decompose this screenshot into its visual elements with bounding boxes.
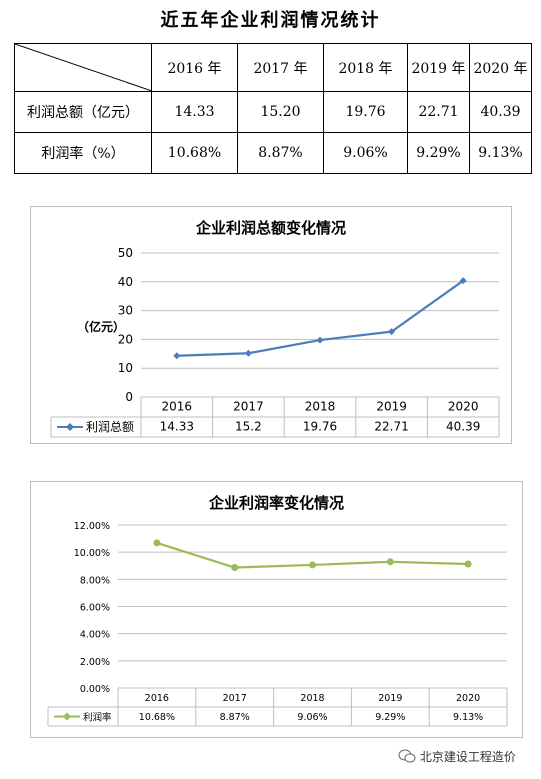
x-category-label: 2020 [456,693,480,704]
y-tick-label: 40 [118,275,133,289]
x-category-label: 2018 [305,400,336,414]
chart-title: 企业利润率变化情况 [208,494,344,512]
chart-title: 企业利润总额变化情况 [195,219,346,237]
data-point [388,328,396,336]
x-category-label: 2020 [448,400,479,414]
table-cell: 9.06% [323,132,408,174]
data-point [153,539,161,547]
year-header: 2020 年 [469,43,532,92]
table-cell: 14.33 [151,91,238,133]
y-tick-label: 8.00% [80,575,110,586]
x-category-label: 2019 [376,400,407,414]
y-tick-label: 4.00% [80,630,110,641]
row-label: 利润总额（亿元） [14,91,152,133]
y-tick-label: 30 [118,304,133,318]
data-value-label: 22.71 [374,420,408,434]
data-value-label: 9.29% [375,712,405,723]
table-row: 利润总额（亿元） 14.33 15.20 19.76 22.71 40.39 [14,91,532,133]
data-point [316,336,324,344]
data-point [464,560,472,568]
data-value-label: 14.33 [160,420,194,434]
year-header: 2018 年 [323,43,408,92]
table-cell: 40.39 [469,91,532,133]
table-cell: 10.68% [151,132,238,174]
x-category-label: 2017 [233,400,264,414]
x-category-label: 2018 [300,693,324,704]
data-value-label: 15.2 [235,420,262,434]
data-point [309,561,316,569]
data-value-label: 19.76 [303,420,337,434]
y-tick-label: 50 [118,246,133,260]
watermark: 北京建设工程造价 [398,748,516,765]
table-cell: 9.13% [469,132,532,174]
x-category-label: 2019 [378,693,402,704]
y-tick-label: 6.00% [80,603,110,614]
data-value-label: 40.39 [446,420,480,434]
data-point [386,558,394,566]
year-header: 2019 年 [407,43,470,92]
data-point [173,352,181,360]
stats-table: 2016 年 2017 年 2018 年 2019 年 2020 年 利润总额（… [14,43,532,174]
data-value-label: 8.87% [220,712,250,723]
table-cell: 15.20 [237,91,324,133]
data-value-label: 9.13% [453,712,483,723]
diagonal-header-cell [14,43,152,92]
y-tick-label: 12.00% [74,521,110,532]
table-row: 利润率（%） 10.68% 8.87% 9.06% 9.29% 9.13% [14,132,532,174]
profit-total-chart: 企业利润总额变化情况 0 10 20 30 40 50 （亿元） 2016 14.33 2017 1… [30,206,512,444]
table-header-row: 2016 年 2017 年 2018 年 2019 年 2020 年 [14,43,532,92]
legend-label: 利润总额 [86,420,134,434]
x-category-label: 2016 [162,400,193,414]
legend-marker [63,712,71,721]
profit-rate-chart: 企业利润率变化情况 0.00% 2.00% 4.00% 6.00% 8.00% 10.00… [30,481,523,738]
data-point [244,349,252,357]
y-tick-label: 0 [125,390,133,404]
x-category-label: 2017 [223,693,247,704]
watermark-text: 北京建设工程造价 [419,750,516,764]
data-value-label: 10.68% [139,712,175,723]
y-axis-label: （亿元） [77,319,125,334]
y-tick-label: 0.00% [80,684,110,695]
year-header: 2017 年 [237,43,324,92]
table-cell: 22.71 [407,91,470,133]
y-tick-label: 10 [118,361,133,375]
y-tick-label: 10.00% [74,548,110,559]
year-header: 2016 年 [151,43,238,92]
wechat-icon [398,749,416,763]
profit-total-plot: 0 10 20 30 40 50 （亿元） 2016 14.33 2017 15.2 2018 19.7… [50,246,500,438]
page-title: 近五年企业利润情况统计 [160,10,381,31]
data-value-label: 9.06% [297,712,327,723]
legend-label: 利润率 [83,712,112,724]
data-point [459,277,467,285]
series-line [176,279,464,357]
table-cell: 19.76 [323,91,408,133]
profit-rate-plot: 0.00% 2.00% 4.00% 6.00% 8.00% 10.00% 12.00% 201… [47,521,508,727]
table-cell: 9.29% [407,132,470,174]
y-tick-label: 20 [118,332,133,346]
x-category-label: 2016 [145,693,169,704]
table-cell: 8.87% [237,132,324,174]
legend-marker [66,423,74,431]
data-point [231,564,239,572]
row-label: 利润率（%） [14,132,152,174]
diagonal-line [15,44,152,91]
y-tick-label: 2.00% [80,657,110,668]
